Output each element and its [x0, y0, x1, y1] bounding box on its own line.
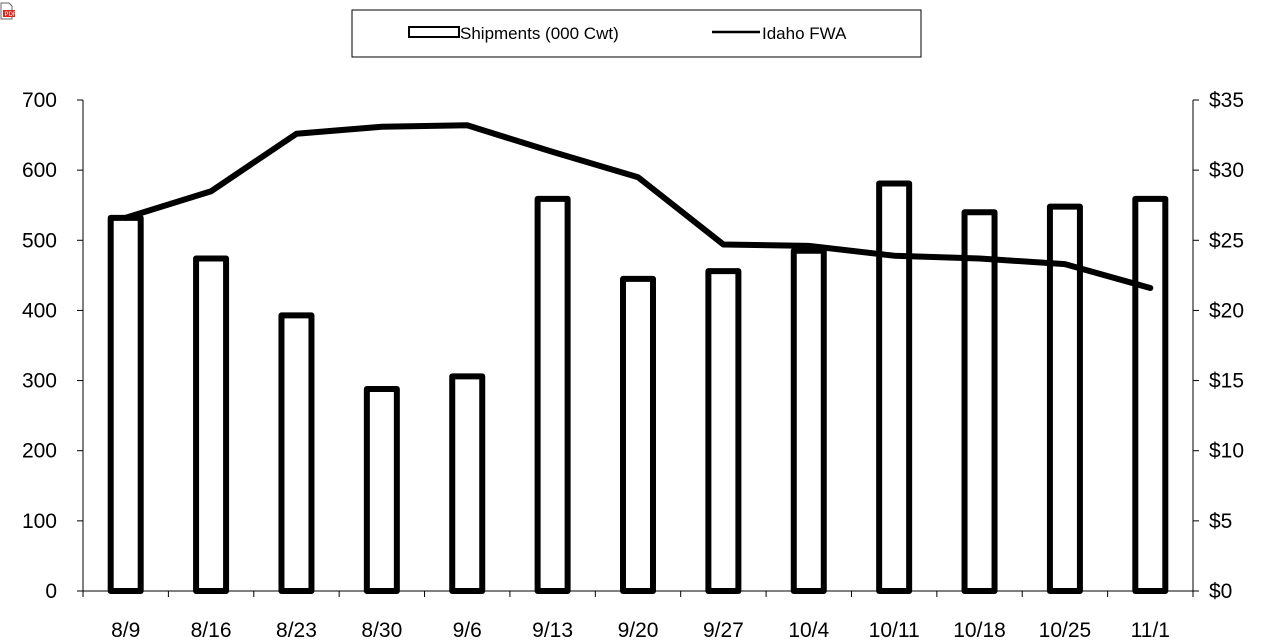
bar-shipments — [705, 268, 742, 594]
x-tick-label: 9/6 — [453, 619, 482, 641]
y-tick-label-right: $25 — [1209, 229, 1244, 252]
y-tick-label-right: $5 — [1209, 510, 1232, 533]
bar-shipments — [363, 385, 400, 595]
svg-text:PDF: PDF — [5, 12, 17, 18]
y-tick-label-left: 500 — [22, 229, 57, 252]
x-tick-label: 8/9 — [111, 619, 140, 641]
bar-shipments — [790, 247, 827, 595]
y-tick-label-right: $15 — [1209, 370, 1244, 393]
bar-shipments — [107, 214, 144, 594]
legend-bar-swatch — [408, 26, 460, 38]
y-tick-label-left: 200 — [22, 440, 57, 463]
legend: Shipments (000 Cwt) Idaho FWA — [351, 9, 922, 58]
bar-shipments — [1046, 203, 1083, 594]
x-tick-label: 8/23 — [276, 619, 317, 641]
x-tick-label: 10/18 — [953, 619, 1006, 641]
legend-label-shipments: Shipments (000 Cwt) — [460, 24, 619, 43]
y-tick-label-right: $20 — [1209, 299, 1244, 322]
y-tick-label-right: $30 — [1209, 159, 1244, 182]
y-tick-label-left: 700 — [22, 89, 57, 112]
x-tick-label: 8/30 — [361, 619, 402, 641]
bar-shipments — [193, 255, 230, 594]
x-tick-label: 11/1 — [1131, 619, 1170, 641]
y-tick-label-left: 400 — [22, 299, 57, 322]
x-tick-label: 9/20 — [618, 619, 659, 641]
x-tick-label: 9/27 — [703, 619, 744, 641]
bar-shipments — [961, 209, 998, 594]
y-axis-right: $0 $5 $10 $15 $20 $25 $30 $35 — [1192, 89, 1244, 603]
y-tick-label-right: $10 — [1209, 440, 1244, 463]
y-tick-label-left: 0 — [45, 580, 57, 603]
y-tick-label-left: 300 — [22, 370, 57, 393]
x-tick-label: 10/25 — [1039, 619, 1092, 641]
x-tick-label: 8/16 — [191, 619, 232, 641]
x-tick-label: 10/11 — [869, 619, 920, 641]
x-tick-label: 9/13 — [532, 619, 573, 641]
line-series-idaho-fwa — [122, 122, 1154, 291]
x-tick-label: 10/4 — [788, 619, 829, 641]
bar-shipments — [449, 373, 486, 594]
bar-shipments — [1132, 195, 1169, 594]
bar-shipments — [876, 180, 913, 594]
y-tick-label-right: $35 — [1209, 89, 1244, 112]
legend-label-idaho-fwa: Idaho FWA — [762, 24, 847, 43]
bar-shipments — [620, 275, 656, 594]
bar-shipments — [278, 312, 315, 594]
bar-shipments — [534, 195, 571, 594]
y-axis-left: 0 100 200 300 400 500 600 700 — [22, 89, 84, 603]
y-tick-label-right: $0 — [1209, 580, 1232, 603]
bar-series-shipments — [107, 180, 1169, 595]
y-tick-label-left: 100 — [22, 510, 57, 533]
pdf-file-icon[interactable]: PDF — [0, 2, 17, 20]
x-axis: 8/9 8/16 8/23 8/30 9/6 9/13 9/20 9/27 10/4 10/11 1… — [82, 590, 1194, 641]
y-tick-label-left: 600 — [22, 159, 57, 182]
